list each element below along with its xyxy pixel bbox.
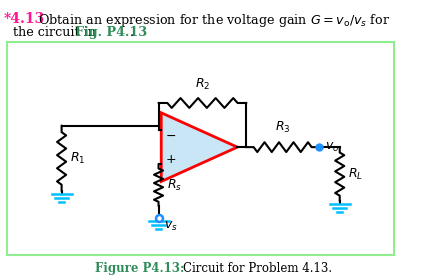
FancyBboxPatch shape bbox=[7, 42, 394, 255]
Text: the circuit in: the circuit in bbox=[13, 27, 100, 40]
Text: *4.13: *4.13 bbox=[4, 12, 45, 26]
Text: $R_1$: $R_1$ bbox=[70, 151, 85, 166]
Text: $R_3$: $R_3$ bbox=[275, 120, 291, 135]
Text: $v_o$: $v_o$ bbox=[325, 141, 340, 154]
Text: Circuit for Problem 4.13.: Circuit for Problem 4.13. bbox=[183, 262, 332, 275]
Text: $R_s$: $R_s$ bbox=[167, 178, 182, 193]
Text: .: . bbox=[129, 27, 134, 40]
Polygon shape bbox=[161, 113, 237, 181]
Text: Fig. P4.13: Fig. P4.13 bbox=[75, 27, 148, 40]
Text: $-$: $-$ bbox=[165, 129, 176, 142]
Text: $+$: $+$ bbox=[165, 153, 176, 166]
Text: $v_s$: $v_s$ bbox=[164, 220, 178, 233]
Text: Figure P4.13:: Figure P4.13: bbox=[95, 262, 184, 275]
Text: $R_2$: $R_2$ bbox=[195, 77, 210, 92]
Text: $R_L$: $R_L$ bbox=[348, 166, 363, 182]
Text: Obtain an expression for the voltage gain $G = v_\mathrm{o}/v_s$ for: Obtain an expression for the voltage gai… bbox=[38, 12, 390, 29]
